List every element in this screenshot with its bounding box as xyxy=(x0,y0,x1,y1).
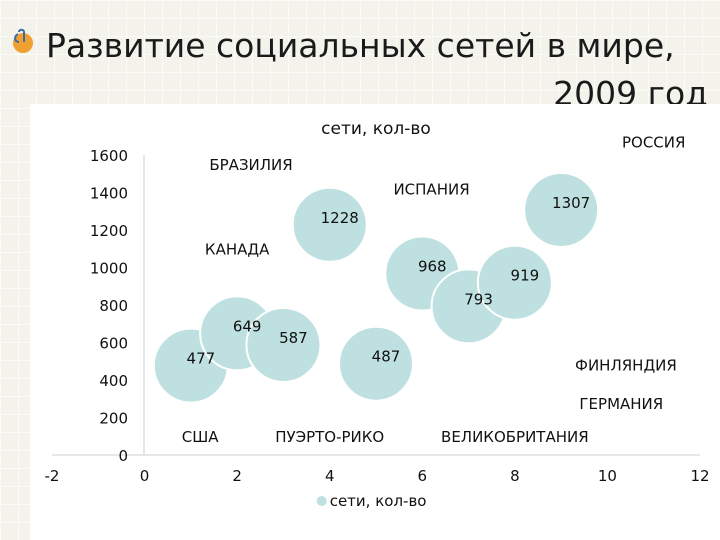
bubble-point xyxy=(291,186,368,263)
data-label: 1307 xyxy=(552,194,590,212)
data-label: 487 xyxy=(372,348,401,366)
bubble-point xyxy=(523,171,600,248)
x-tick-label: 0 xyxy=(140,467,150,485)
annotation-label: БРАЗИЛИЯ xyxy=(209,156,292,174)
data-label: 968 xyxy=(418,258,447,276)
x-tick-label: 8 xyxy=(510,467,520,485)
data-label: 587 xyxy=(279,329,308,347)
slide-title-line1: Развитие социальных сетей в мире, xyxy=(46,26,675,65)
data-label: 1228 xyxy=(321,209,359,227)
x-tick-label: -2 xyxy=(45,467,60,485)
annotation-label: РОССИЯ xyxy=(622,134,685,152)
data-label: 793 xyxy=(464,290,493,308)
data-label: 919 xyxy=(511,267,540,285)
annotation-label: ГЕРМАНИЯ xyxy=(579,395,663,413)
annotation-label: ВЕЛИКОБРИТАНИЯ xyxy=(441,428,589,446)
x-tick-label: 12 xyxy=(690,467,709,485)
data-label: 649 xyxy=(233,317,262,335)
y-tick-label: 1600 xyxy=(90,147,128,165)
y-tick-label: 800 xyxy=(99,297,128,315)
bubble-point xyxy=(245,306,322,383)
axes-layer: 0 200 400 600 800 1000 1200 1400 1600 -2 0 2 4 6 8 10 12 xyxy=(45,147,710,485)
annotation-label: ПУЭРТО-РИКО xyxy=(275,428,384,446)
y-tick-label: 1400 xyxy=(90,185,128,203)
x-tick-label: 6 xyxy=(418,467,428,485)
bubble-point xyxy=(338,325,414,402)
annotation-label: КАНАДА xyxy=(205,240,270,258)
annotation-label: ФИНЛЯНДИЯ xyxy=(575,357,677,375)
bullet-icon xyxy=(13,28,33,53)
x-tick-label: 10 xyxy=(598,467,617,485)
y-tick-label: 600 xyxy=(99,335,128,353)
legend-label: сети, кол-во xyxy=(330,492,427,510)
annotation-label: США xyxy=(182,428,220,446)
label-layer: 477 649 587 487 1228 968 793 919 1307 сети, кол-в… xyxy=(182,119,686,510)
y-tick-label: 1000 xyxy=(90,260,128,278)
x-tick-label: 4 xyxy=(325,467,335,485)
chart-title: сети, кол-во xyxy=(321,119,431,139)
x-tick-label: 2 xyxy=(232,467,242,485)
bubble-point xyxy=(476,244,553,321)
y-tick-label: 1200 xyxy=(90,222,128,240)
data-label: 477 xyxy=(187,350,216,368)
y-tick-label: 0 xyxy=(118,447,128,465)
chart-panel xyxy=(30,104,720,540)
legend-marker xyxy=(316,496,327,506)
y-tick-label: 400 xyxy=(99,372,128,390)
y-tick-label: 200 xyxy=(99,410,128,428)
bubble-layer xyxy=(152,171,600,404)
annotation-label: ИСПАНИЯ xyxy=(393,180,469,198)
